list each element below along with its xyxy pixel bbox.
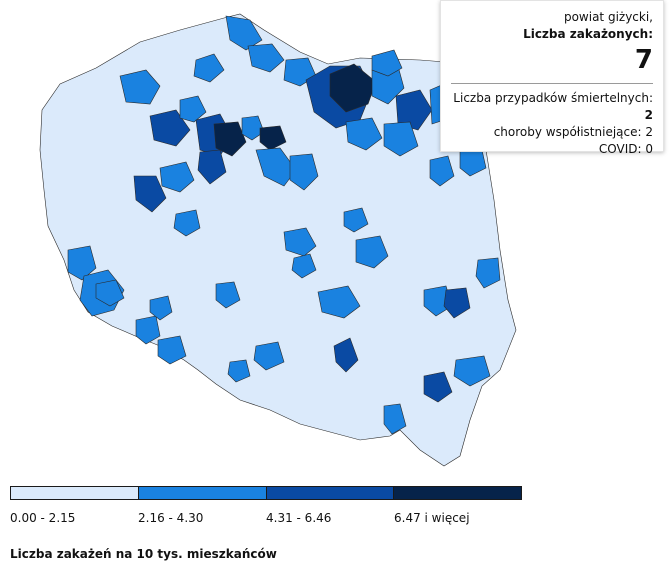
region-bielsko[interactable] [227, 359, 251, 383]
region-nowy-sacz[interactable] [383, 403, 407, 435]
tooltip-region-name: powiat giżycki, [563, 10, 653, 24]
legend-color-bar [10, 486, 522, 500]
region-katowice[interactable] [253, 341, 285, 371]
region-ostroleka[interactable] [383, 121, 419, 157]
legend-swatch-0 [11, 487, 139, 499]
region-gorzow[interactable] [133, 175, 167, 213]
region-lublin[interactable] [443, 287, 471, 319]
region-gniezno[interactable] [159, 161, 195, 193]
region-opole[interactable] [157, 335, 187, 365]
legend-label-1: 2.16 - 4.30 [138, 511, 204, 525]
tooltip-cases-value: 7 [634, 45, 653, 75]
region-grudziadz[interactable] [241, 115, 265, 141]
region-plock[interactable] [289, 153, 319, 191]
tooltip-deaths-label: Liczba przypadków śmiertelnych: [453, 91, 653, 105]
tooltip-divider [451, 83, 653, 84]
region-zamosc[interactable] [475, 257, 501, 289]
map-svg[interactable] [0, 0, 670, 480]
region-kielce[interactable] [317, 285, 361, 319]
legend-swatch-3 [394, 487, 521, 499]
region-gizycko[interactable] [371, 49, 403, 77]
region-poznan[interactable] [173, 209, 201, 237]
region-lublin-west[interactable] [423, 285, 453, 317]
region-chojnice[interactable] [179, 95, 207, 123]
legend-title: Liczba zakażeń na 10 tys. mieszkańców [10, 547, 277, 561]
region-lomza[interactable] [429, 155, 455, 187]
legend-swatch-1 [138, 487, 267, 499]
region-szczytno[interactable] [345, 117, 383, 151]
region-tooltip: powiat giżycki, Liczba zakażonych: 7 Lic… [440, 0, 664, 156]
region-kalisz[interactable] [291, 253, 317, 279]
tooltip-covid: COVID: 0 [598, 142, 653, 156]
region-zielona-gora[interactable] [67, 245, 97, 281]
region-inowroclaw[interactable] [197, 149, 227, 185]
region-slupsk[interactable] [193, 53, 225, 83]
legend-label-2: 4.31 - 6.46 [266, 511, 332, 525]
region-elk[interactable] [395, 89, 433, 131]
tooltip-comorbid: choroby współistniejące: 2 [493, 125, 653, 139]
region-brodnica[interactable] [259, 125, 287, 151]
region-olsztyn-city[interactable] [329, 63, 377, 113]
region-torun[interactable] [213, 121, 247, 157]
tooltip-deaths-row: Liczba przypadków śmiertelnych: 2 [451, 90, 653, 124]
legend-label-3: 6.47 i więcej [394, 511, 470, 525]
region-walbrzych[interactable] [135, 315, 161, 345]
region-przemysl[interactable] [453, 355, 491, 387]
tooltip-cases-label: Liczba zakażonych: [523, 27, 653, 41]
region-lodz[interactable] [283, 227, 317, 257]
region-rzeszow[interactable] [423, 371, 453, 403]
region-legnica[interactable] [95, 279, 125, 307]
region-radom[interactable] [333, 337, 359, 373]
tooltip-deaths-value: 2 [644, 108, 653, 122]
poland-map[interactable] [0, 0, 670, 480]
region-wroclaw[interactable] [149, 295, 173, 321]
legend-swatch-2 [266, 487, 395, 499]
region-walcz[interactable] [149, 109, 191, 147]
region-warszawa-west[interactable] [343, 207, 369, 233]
legend-label-0: 0.00 - 2.15 [10, 511, 76, 525]
region-warszawa-east[interactable] [355, 235, 389, 269]
region-czestochowa[interactable] [215, 281, 241, 309]
region-koszalin[interactable] [119, 69, 161, 105]
region-gdynia[interactable] [225, 15, 263, 51]
region-kartuzy[interactable] [247, 43, 285, 73]
